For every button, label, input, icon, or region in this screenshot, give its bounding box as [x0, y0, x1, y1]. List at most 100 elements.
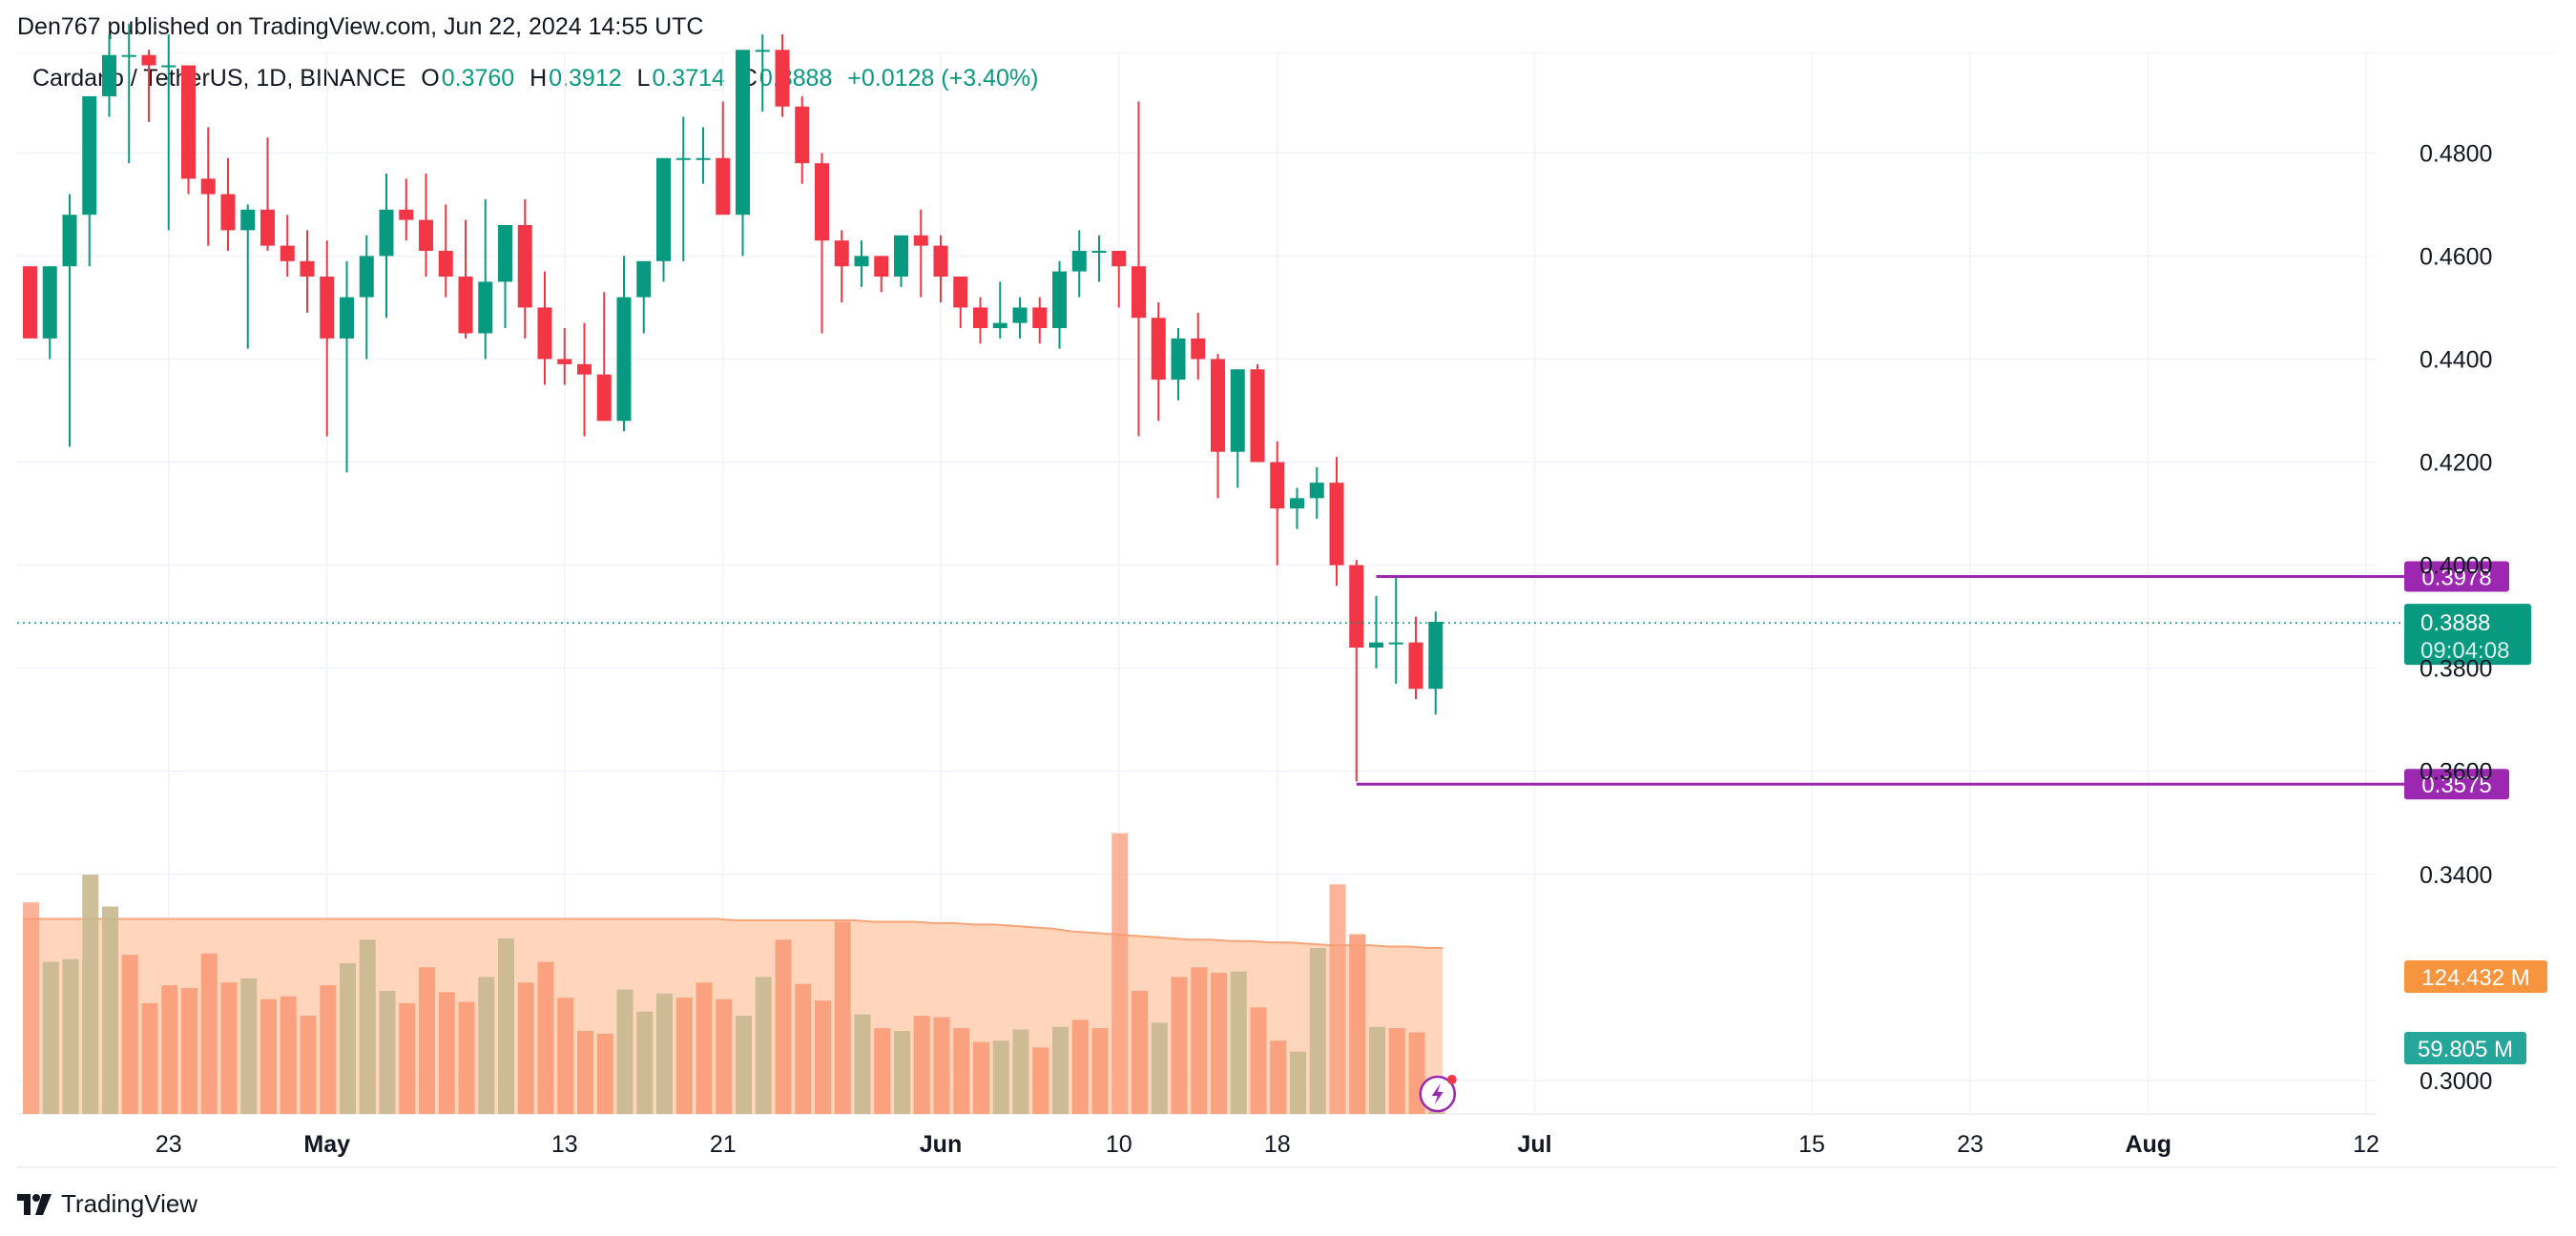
x-tick-label: 12	[2353, 1131, 2379, 1158]
volume-layer	[23, 833, 1445, 1114]
candle-body	[696, 157, 711, 160]
volume-bar	[260, 999, 277, 1114]
volume-bar	[102, 906, 118, 1114]
candle-body	[300, 260, 315, 278]
candle-body	[359, 256, 374, 298]
candle-body	[1091, 251, 1107, 254]
candle-body	[815, 163, 829, 241]
candle-body	[141, 54, 156, 66]
volume-bar	[1290, 1051, 1306, 1114]
x-tick-label: Aug	[2125, 1131, 2171, 1158]
volume-bar	[458, 1001, 475, 1114]
volume-bar	[874, 1028, 891, 1114]
volume-bar	[1309, 948, 1326, 1114]
candle-body	[1211, 359, 1225, 452]
legend-low-value: 0.3714	[652, 65, 725, 92]
volume-bar	[1032, 1047, 1049, 1114]
tradingview-brand: TradingView	[61, 1189, 198, 1218]
candle-body	[1250, 369, 1265, 463]
volume-bar	[1329, 884, 1346, 1114]
candle-layer	[23, 24, 1444, 782]
candle-body	[240, 209, 256, 231]
volume-bar	[1369, 1026, 1385, 1114]
last-price-countdown: 09:04:08	[2420, 638, 2509, 664]
candle-body	[933, 245, 948, 278]
candle-body	[438, 251, 453, 278]
candle-body	[1032, 307, 1048, 329]
candle-body	[458, 277, 473, 334]
volume-bar	[537, 961, 554, 1114]
candle-body	[340, 297, 354, 339]
tradingview-logo[interactable]: TradingView	[17, 1189, 197, 1219]
volume-bar	[1091, 1028, 1109, 1114]
x-tick-label: 18	[1264, 1131, 1291, 1158]
candle-body	[1230, 369, 1245, 452]
volume-bar	[399, 1003, 416, 1114]
candle-body	[1329, 483, 1344, 566]
volume-bar	[340, 962, 356, 1114]
volume-bar	[220, 982, 238, 1114]
x-tick-label: May	[303, 1131, 350, 1158]
candle-body	[1191, 338, 1206, 360]
volume-bar	[419, 967, 435, 1114]
last-price-badge	[2404, 604, 2531, 666]
y-tick-label: 0.3000	[2420, 1068, 2492, 1095]
x-tick-label: 23	[1957, 1131, 1984, 1158]
volume-bar	[1211, 973, 1227, 1114]
volume-bar	[795, 983, 812, 1114]
candle-body	[419, 219, 433, 252]
volume-bar	[894, 1031, 910, 1114]
candle-body	[834, 240, 849, 267]
candle-body	[1151, 318, 1166, 381]
y-tick-label: 0.3600	[2420, 759, 2492, 786]
volume-bar	[517, 982, 534, 1114]
volume-bar	[280, 996, 297, 1114]
candle-body	[1388, 642, 1403, 645]
legend-close-value: 0.3888	[758, 65, 833, 92]
candle-body	[379, 209, 394, 257]
candle-body	[260, 209, 275, 246]
volume-bar	[716, 999, 733, 1114]
volume-bar	[1388, 1028, 1405, 1114]
volume-bar	[913, 1016, 930, 1114]
y-tick-label: 0.4800	[2420, 140, 2492, 167]
y-tick-label: 0.4600	[2420, 243, 2492, 270]
candle-body	[121, 54, 136, 57]
legend-low-label: L	[636, 65, 651, 92]
candle-body	[953, 277, 968, 308]
candle-body	[716, 157, 731, 216]
y-tick-label: 0.4000	[2420, 553, 2492, 580]
volume-bar	[379, 990, 396, 1114]
candle-body	[736, 50, 750, 216]
candle-body	[537, 307, 552, 360]
legend-symbol[interactable]: Cardano / TetherUS, 1D, BINANCE	[32, 65, 406, 92]
candle-body	[161, 65, 177, 68]
candle-body	[795, 106, 810, 164]
volume-bar	[240, 978, 258, 1114]
y-tick-label: 0.4400	[2420, 346, 2492, 373]
candle-body	[894, 235, 908, 278]
volume-ma-badge	[2404, 960, 2547, 993]
candle-body	[280, 245, 295, 261]
level-badge-label: 0.3575	[2421, 772, 2491, 798]
volume-bar	[675, 998, 693, 1114]
x-tick-label: 10	[1106, 1131, 1132, 1158]
level-badge	[2404, 561, 2509, 592]
candle-body	[874, 256, 889, 278]
volume-bar	[736, 1016, 752, 1114]
volume-bar	[616, 989, 634, 1114]
candle-body	[181, 65, 196, 179]
volume-bar	[359, 939, 376, 1114]
volume-bar	[854, 1014, 871, 1114]
candle-body	[675, 157, 691, 160]
candle-body	[42, 266, 57, 339]
x-tick-label: Jul	[1517, 1131, 1551, 1158]
candle-body	[1052, 271, 1067, 329]
candle-body	[755, 50, 770, 52]
volume-ma-badge-label: 124.432 M	[2421, 965, 2529, 991]
volume-bar	[478, 977, 495, 1114]
volume-badge	[2404, 1032, 2526, 1064]
legend-change: +0.0128 (+3.40%)	[847, 65, 1039, 92]
candle-body	[1408, 642, 1423, 690]
